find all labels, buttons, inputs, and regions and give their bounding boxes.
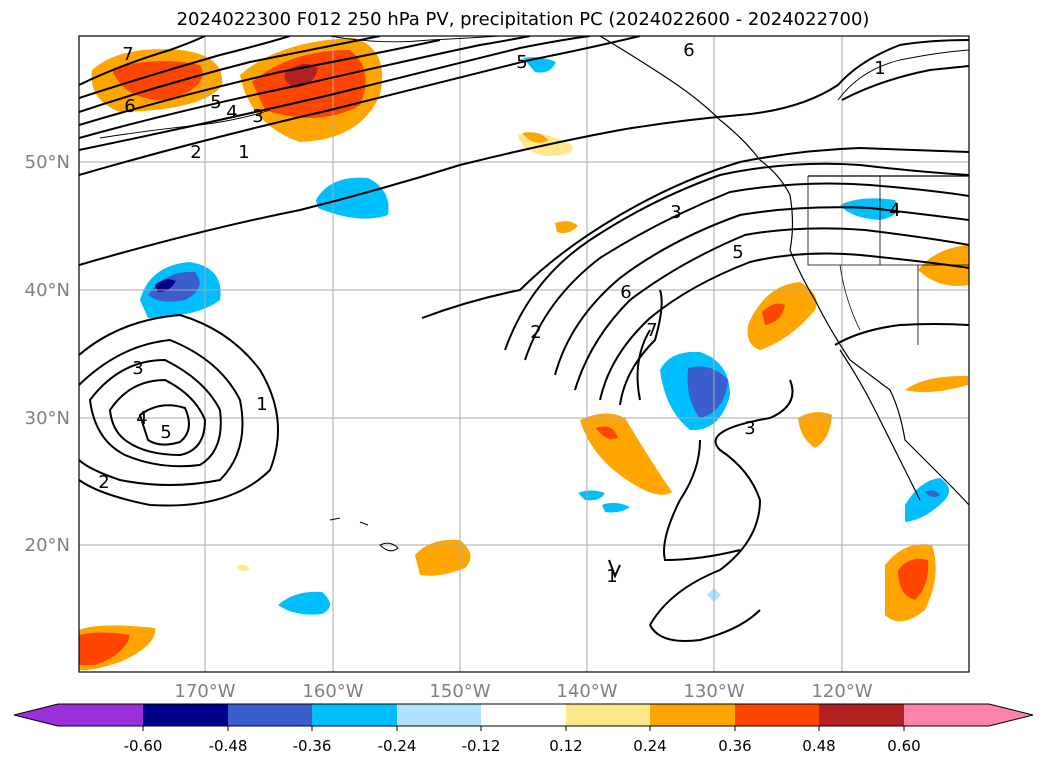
contour-label: 1: [256, 394, 267, 415]
contour-label: 6: [683, 40, 694, 61]
precip-negative-core: [687, 366, 728, 418]
precip-negative-region: [316, 177, 389, 219]
precip-positive-region: [747, 282, 817, 350]
lat-label: 50°N: [25, 152, 70, 173]
colorbar-tick-label: -0.24: [378, 737, 417, 755]
precip-positive-core: [112, 61, 203, 101]
map-frame: [78, 35, 970, 673]
contour-label: 7: [646, 320, 657, 341]
colorbar-segment: [650, 704, 735, 726]
gridlines: [79, 36, 969, 672]
contour-label: 4: [226, 102, 237, 123]
colorbar-segment: [819, 704, 904, 726]
precip-positive-region: [918, 245, 969, 286]
precip-positive-region: [415, 539, 471, 576]
precip-positive-region: [905, 375, 968, 393]
contour-label: 2: [190, 142, 201, 163]
precip-negative-region: [840, 198, 898, 220]
precip-positive-core: [762, 303, 785, 325]
contour-label: 5: [160, 422, 171, 443]
colorbar-extend-max: [904, 704, 1033, 726]
lon-label: 170°W: [174, 681, 235, 702]
colorbar-extend-min: [14, 704, 143, 726]
figure-title: 2024022300 F012 250 hPa PV, precipitatio…: [177, 9, 870, 30]
contour-label: 2: [530, 322, 541, 343]
precip-positive-region: [236, 564, 250, 572]
colorbar: -0.60 -0.48 -0.36 -0.24 -0.12 0.12 0.24 …: [13, 703, 1034, 755]
lon-label: 130°W: [683, 681, 744, 702]
precip-positive-region: [522, 132, 548, 143]
lon-label: 120°W: [811, 681, 872, 702]
contour-label: 5: [732, 242, 743, 263]
contour-label: 2: [98, 472, 109, 493]
lon-label: 160°W: [302, 681, 363, 702]
map-background: [79, 36, 969, 672]
contour-label: 5: [210, 92, 221, 113]
lat-label: 20°N: [25, 535, 70, 556]
contour-label: 1: [238, 142, 249, 163]
lat-label: 30°N: [25, 408, 70, 429]
precip-positive-core: [596, 426, 618, 439]
contour-label: 6: [620, 282, 631, 303]
colorbar-segment: [143, 704, 228, 726]
contour-label: 1: [874, 58, 885, 79]
colorbar-segment: [481, 704, 566, 726]
colorbar-tick-label: 0.48: [802, 737, 835, 755]
lat-labels: 50°N 40°N 30°N 20°N: [25, 152, 70, 556]
contour-label: 3: [132, 358, 143, 379]
contour-label: 3: [744, 418, 755, 439]
lon-labels: 170°W 160°W 150°W 140°W 130°W 120°W: [174, 681, 872, 702]
pv-contours: [79, 36, 969, 642]
contour-label: 6: [124, 96, 135, 117]
colorbar-outline: [13, 703, 1034, 727]
contour-label: 4: [136, 408, 147, 429]
precip-negative-core: [148, 271, 200, 302]
precip-positive-core: [79, 632, 130, 665]
precip-positive-region: [798, 412, 832, 448]
colorbar-tick-label: 0.36: [718, 737, 751, 755]
precip-negative-region: [578, 490, 605, 501]
colorbar-segment: [735, 704, 820, 726]
precip-negative-region: [905, 478, 949, 522]
precip-negative-region: [278, 591, 330, 615]
colorbar-segment: [312, 704, 397, 726]
precip-negative-region: [523, 57, 556, 73]
colorbar-segment: [228, 704, 313, 726]
colorbar-tick-label: 0.24: [633, 737, 666, 755]
precip-negative-region: [602, 502, 630, 513]
contour-labels: 7 6 5 4 3 2 1 5 6 1 3 6 7 2 5 4 3 4 5 1: [98, 40, 900, 587]
contour-label: 3: [670, 202, 681, 223]
lon-label: 150°W: [429, 681, 490, 702]
colorbar-tick-label: -0.12: [462, 737, 501, 755]
colorbar-tick-label: -0.48: [209, 737, 248, 755]
colorbar-segment: [566, 704, 651, 726]
contour-label: 3: [252, 106, 263, 127]
colorbar-segment: [397, 704, 482, 726]
precip-positive-region: [555, 221, 578, 234]
precip-positive-core: [898, 558, 929, 600]
lat-label: 40°N: [25, 280, 70, 301]
contour-label: 5: [516, 52, 527, 73]
lon-label: 140°W: [556, 681, 617, 702]
colorbar-tick-label: -0.36: [293, 737, 332, 755]
precip-negative-peak: [155, 279, 176, 292]
colorbar-ticks: [142, 726, 905, 731]
colorbar-tick-label: 0.60: [887, 737, 920, 755]
map-panel: 7 6 5 4 3 2 1 5 6 1 3 6 7 2 5 4 3 4 5 1: [78, 35, 970, 673]
colorbar-tick-label: -0.60: [124, 737, 163, 755]
contour-label: 7: [122, 44, 133, 65]
contour-label: 1: [606, 566, 617, 587]
colorbar-tick-label: 0.12: [549, 737, 582, 755]
precip-negative-core: [925, 490, 940, 497]
contour-label: 4: [889, 200, 900, 221]
